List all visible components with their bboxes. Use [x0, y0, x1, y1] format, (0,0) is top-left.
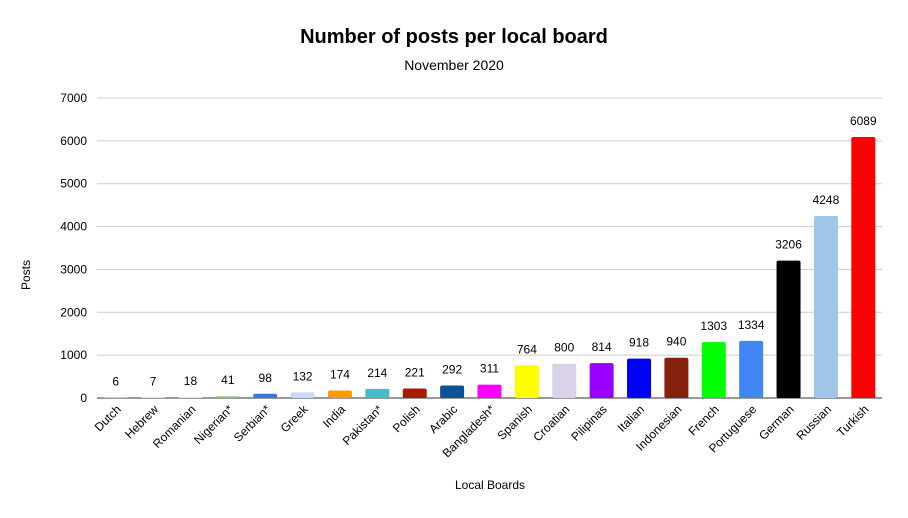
data-label: 7 [150, 375, 157, 389]
data-label: 132 [293, 369, 313, 383]
data-label: 3206 [775, 238, 802, 252]
x-tick-label: Turkish [834, 402, 871, 439]
bar [813, 215, 838, 398]
data-label: 4248 [813, 193, 840, 207]
x-tick-label: India [320, 402, 349, 431]
data-label: 174 [330, 368, 350, 382]
x-tick-label: German [756, 402, 797, 443]
data-label: 1303 [700, 319, 727, 333]
chart-subtitle: November 2020 [404, 57, 504, 73]
y-tick-label: 6000 [60, 134, 87, 148]
data-label: 98 [259, 371, 273, 385]
bar [327, 390, 352, 398]
data-label: 918 [629, 336, 649, 350]
bar [589, 363, 614, 398]
x-tick-label: Spanish [494, 402, 535, 443]
bar [178, 397, 203, 398]
x-tick-label: Dutch [92, 402, 124, 434]
data-label: 221 [405, 366, 425, 380]
x-tick-label: Russian [793, 402, 834, 443]
x-tick-label: Croatian [530, 402, 572, 444]
data-label: 800 [554, 341, 574, 355]
data-label: 41 [221, 373, 235, 387]
x-tick-label: Pilipinas [568, 402, 610, 444]
x-tick-label: Greek [278, 402, 312, 436]
y-tick-label: 0 [80, 391, 87, 405]
bar [290, 392, 315, 398]
bar [103, 397, 128, 398]
bar [215, 396, 240, 398]
bar [477, 384, 502, 398]
x-tick-label: Italian [615, 402, 648, 435]
bar [365, 388, 390, 398]
bar [739, 340, 764, 398]
bar [701, 342, 726, 398]
y-tick-label: 2000 [60, 305, 87, 319]
data-label: 1334 [738, 318, 765, 332]
y-tick-label: 4000 [60, 220, 87, 234]
data-label: 18 [184, 374, 198, 388]
x-tick-label: Arabic [426, 402, 460, 436]
data-label: 764 [517, 342, 537, 356]
data-label: 311 [480, 362, 499, 376]
x-tick-label: Pakistan* [340, 402, 386, 448]
bar [440, 385, 465, 398]
data-label: 814 [592, 340, 612, 354]
x-tick-label: Nigerian* [191, 402, 236, 447]
bar [253, 393, 278, 398]
bar [402, 388, 427, 398]
bar [776, 260, 801, 398]
bar [141, 397, 166, 398]
data-label: 292 [442, 362, 462, 376]
y-tick-label: 7000 [60, 91, 87, 105]
bar [664, 357, 689, 398]
data-label: 940 [666, 335, 686, 349]
x-tick-label: Polish [390, 402, 423, 435]
data-label: 214 [367, 366, 387, 380]
bar [514, 365, 539, 398]
y-tick-label: 1000 [60, 348, 87, 362]
y-tick-label: 3000 [60, 262, 87, 276]
x-tick-label: Serbian* [231, 402, 274, 445]
data-label: 6 [112, 375, 119, 389]
chart-title: Number of posts per local board [300, 26, 608, 48]
bar [627, 358, 652, 398]
data-label: 6089 [850, 114, 877, 128]
bar [851, 137, 876, 399]
y-tick-label: 5000 [60, 177, 87, 191]
x-tick-label: French [686, 402, 722, 438]
bar [552, 363, 577, 398]
x-axis-label: Local Boards [454, 478, 526, 492]
